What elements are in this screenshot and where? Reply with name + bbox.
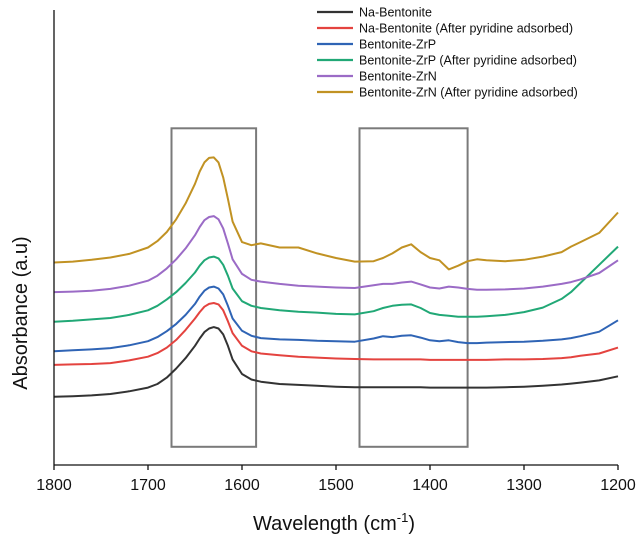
x-tick-label: 1700 [130,477,166,494]
series-line-1 [53,326,619,398]
x-tick-label: 1800 [36,477,72,494]
highlight-region-1 [170,127,258,448]
legend: Na-Bentonite Na-Bentonite (After pyridine… [317,6,578,100]
x-tick-label: 1500 [318,477,354,494]
legend-label: Bentonite-ZrP (After pyridine adsorbed) [359,54,577,68]
series-line-2 [53,302,619,366]
y-axis-label: Absorbance (a.u) [10,236,32,389]
legend-label: Bentonite-ZrN (After pyridine adsorbed) [359,86,578,100]
x-axis-label-superscript: -1 [397,510,409,525]
legend-label: Bentonite-ZrN [359,70,437,84]
x-tick-label: 1600 [224,477,260,494]
axes [53,10,618,466]
legend-label: Na-Bentonite (After pyridine adsorbed) [359,22,573,36]
x-tick-label: 1200 [600,477,636,494]
series-line-5 [53,215,619,294]
x-axis-label-suffix: ) [408,513,415,535]
series-line-3 [53,285,619,353]
x-axis-label: Wavelength (cm-1) [253,510,415,535]
x-tick-label: 1300 [506,477,542,494]
series-line-6 [53,156,619,271]
legend-label: Bentonite-ZrP [359,38,436,52]
x-ticks: 1800 1700 1600 1500 1400 1300 1200 [36,465,636,494]
x-axis-label-main: Wavelength (cm [253,513,397,535]
series-lines [53,156,619,398]
x-tick-label: 1400 [412,477,448,494]
legend-label: Na-Bentonite [359,6,432,20]
series-line-4 [53,245,619,323]
